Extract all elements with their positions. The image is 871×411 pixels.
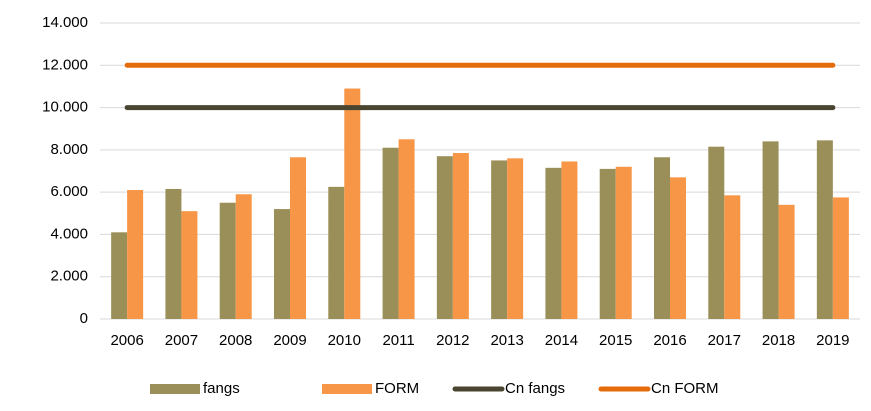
y-tick-label: 6.000 bbox=[50, 183, 88, 200]
x-tick-label: 2016 bbox=[653, 332, 686, 349]
y-tick-label: 2.000 bbox=[50, 268, 88, 285]
bar bbox=[219, 202, 236, 319]
bar bbox=[452, 153, 469, 319]
bar bbox=[832, 197, 849, 319]
x-tick-label: 2008 bbox=[219, 332, 252, 349]
legend-label: fangs bbox=[203, 380, 240, 397]
bar bbox=[436, 156, 453, 319]
bar bbox=[654, 157, 670, 319]
bar bbox=[708, 146, 725, 319]
bar bbox=[235, 194, 252, 319]
x-tick-label: 2018 bbox=[762, 332, 795, 349]
bar bbox=[111, 232, 128, 319]
legend-label: Cn FORM bbox=[651, 380, 719, 397]
legend-label: FORM bbox=[375, 380, 419, 397]
y-tick-label: 0 bbox=[80, 310, 88, 327]
bar bbox=[181, 211, 198, 319]
bar bbox=[328, 186, 345, 319]
x-tick-label: 2011 bbox=[382, 332, 414, 349]
bar bbox=[127, 190, 144, 319]
legend-label: Cn fangs bbox=[505, 380, 565, 397]
bar bbox=[491, 160, 508, 319]
x-tick-label: 2007 bbox=[165, 332, 198, 349]
x-tick-label: 2017 bbox=[708, 332, 741, 349]
bar bbox=[274, 209, 290, 319]
bar bbox=[382, 147, 399, 319]
bar bbox=[165, 188, 182, 319]
bar bbox=[724, 195, 741, 319]
bar bbox=[670, 177, 686, 319]
bar bbox=[561, 161, 578, 319]
x-tick-label: 2014 bbox=[545, 332, 578, 349]
y-tick-label: 8.000 bbox=[50, 141, 88, 158]
y-tick-label: 12.000 bbox=[42, 56, 88, 73]
y-tick-label: 10.000 bbox=[42, 99, 88, 116]
x-tick-label: 2013 bbox=[490, 332, 523, 349]
x-tick-label: 2006 bbox=[110, 332, 143, 349]
legend-swatch bbox=[150, 384, 200, 394]
bar bbox=[816, 140, 833, 319]
x-tick-label: 2019 bbox=[816, 332, 849, 349]
x-tick-label: 2009 bbox=[273, 332, 306, 349]
bar bbox=[507, 158, 524, 319]
x-tick-label: 2010 bbox=[328, 332, 361, 349]
x-tick-label: 2012 bbox=[436, 332, 469, 349]
legend-swatch bbox=[322, 384, 372, 394]
y-tick-label: 14.000 bbox=[42, 14, 88, 31]
bar bbox=[778, 204, 795, 319]
x-tick-label: 2015 bbox=[599, 332, 632, 349]
bar bbox=[344, 88, 361, 320]
bar bbox=[398, 139, 415, 319]
bar bbox=[599, 168, 616, 319]
bar bbox=[290, 157, 306, 319]
y-tick-label: 4.000 bbox=[50, 225, 88, 242]
bar bbox=[762, 141, 779, 319]
bar bbox=[545, 167, 562, 319]
bar bbox=[615, 166, 632, 319]
